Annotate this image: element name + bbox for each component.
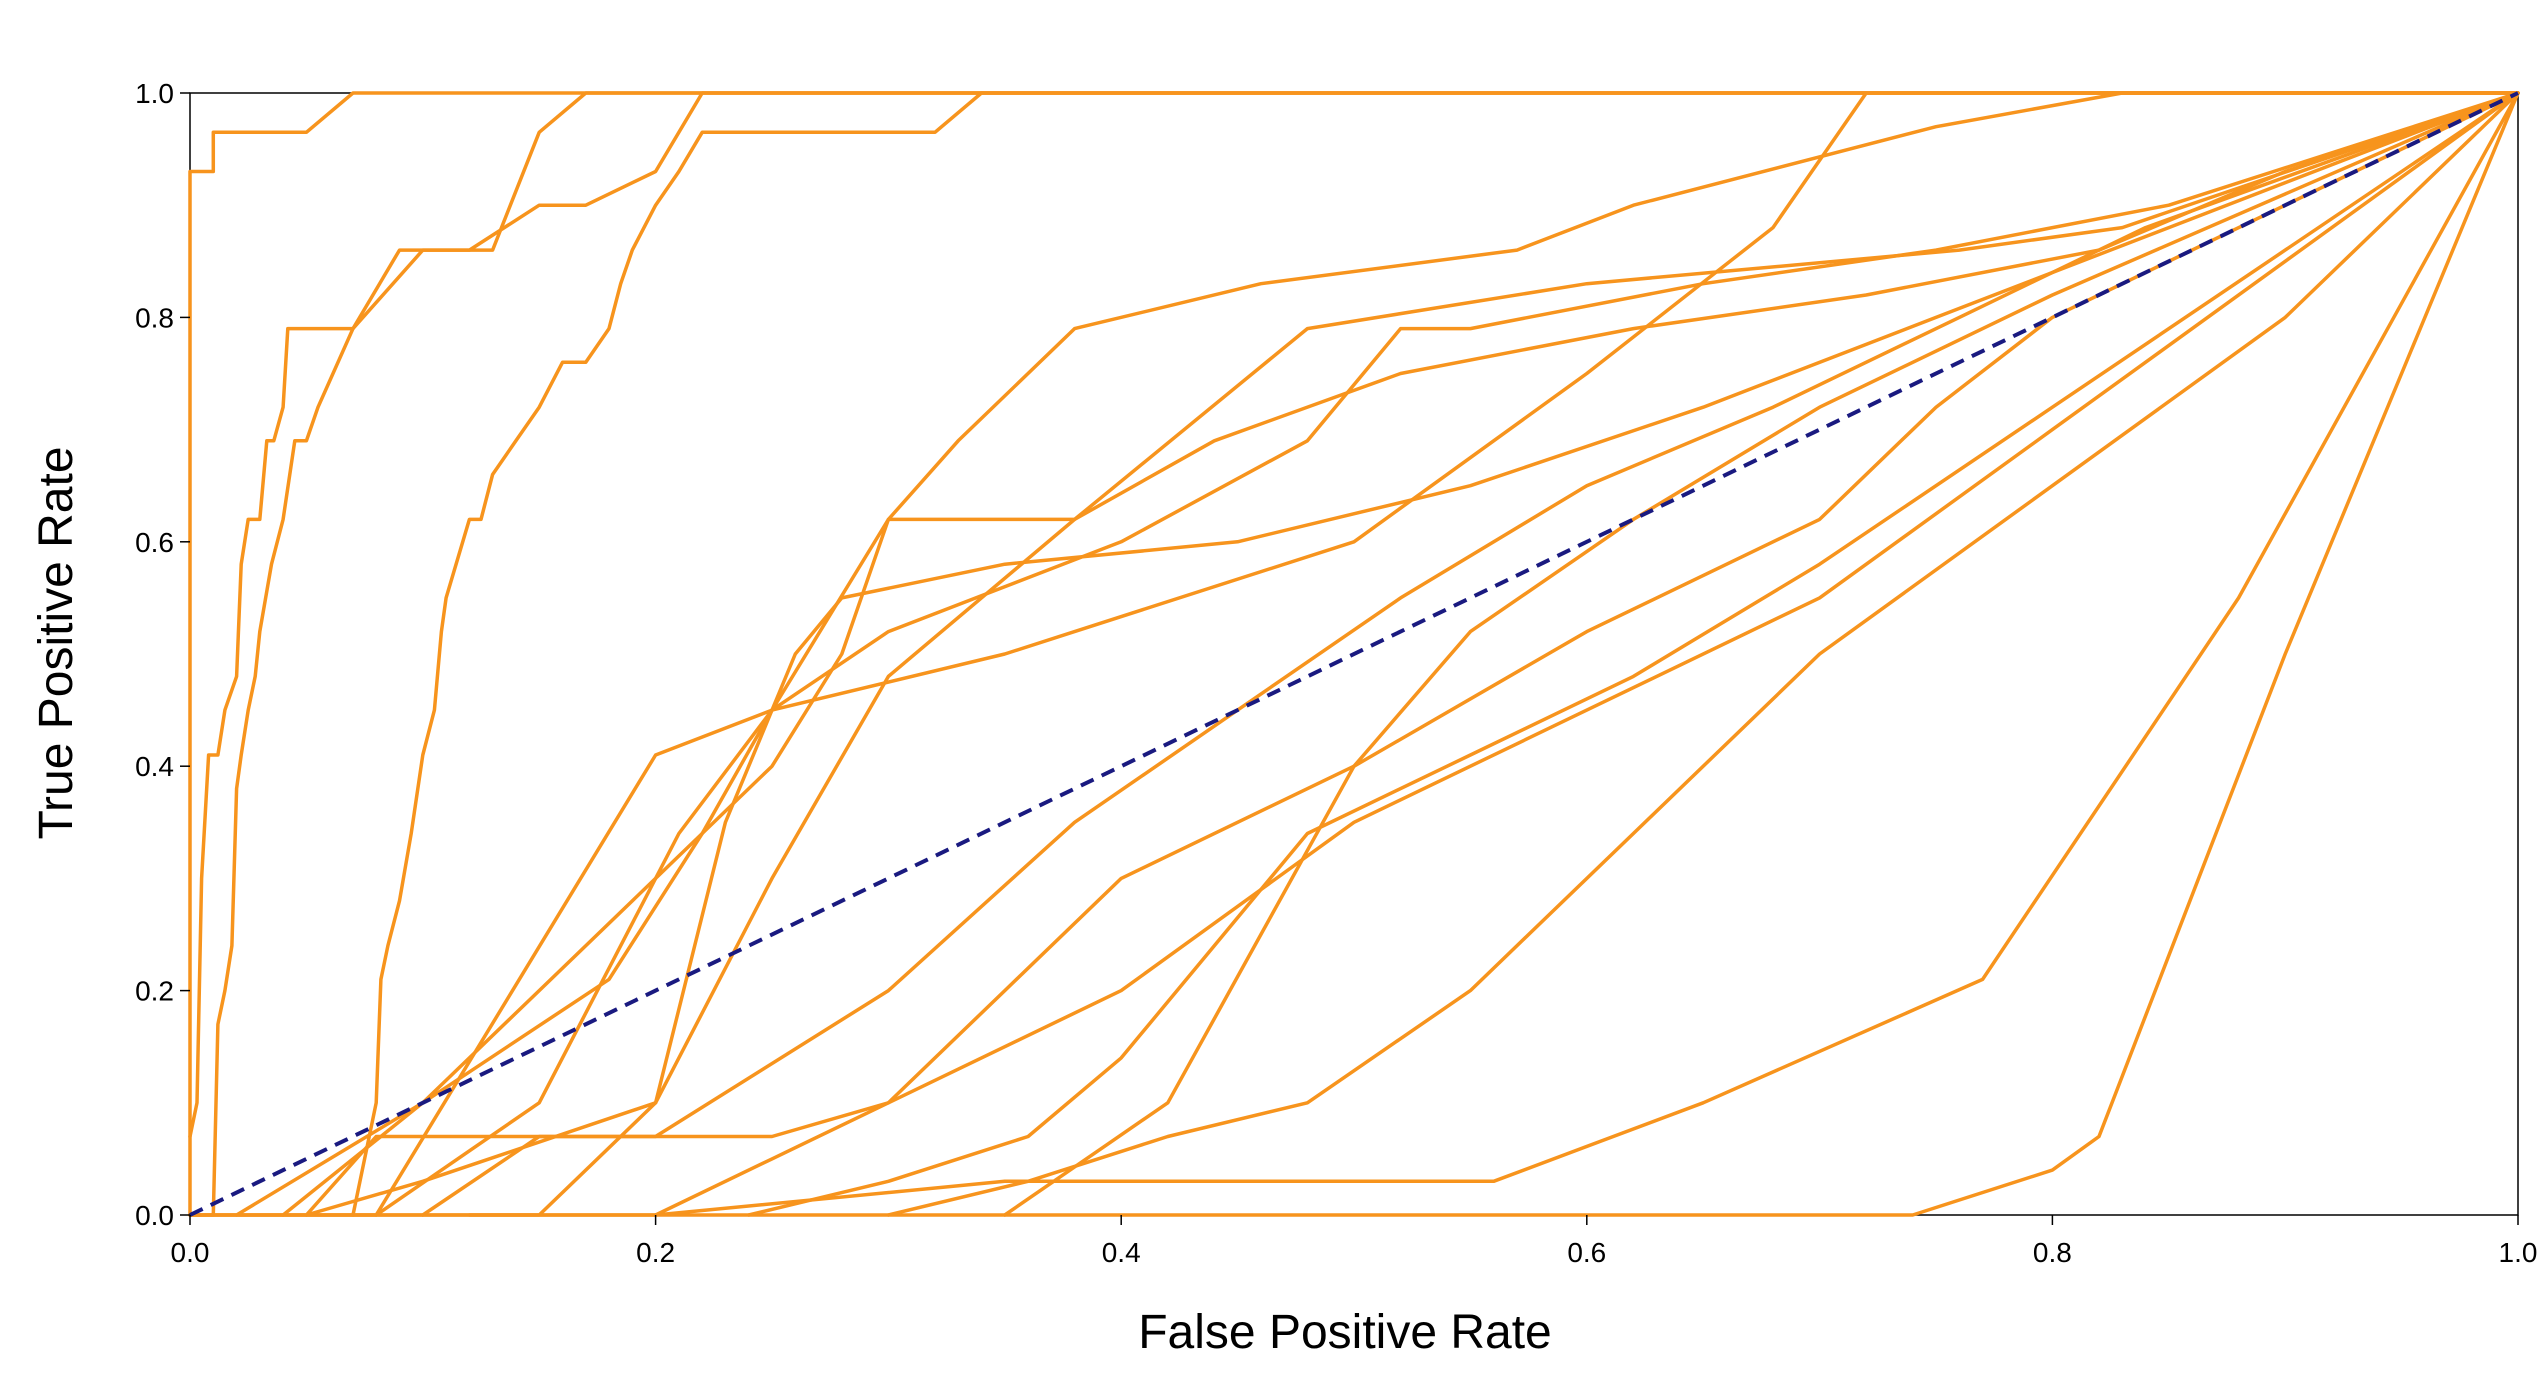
x-tick-label: 0.6	[1567, 1237, 1606, 1268]
roc-curve-10	[421, 91, 2520, 1217]
roc-curve-3	[188, 91, 2520, 1217]
x-tick-label: 0.4	[1102, 1237, 1141, 1268]
roc-curve-16	[188, 91, 2520, 1217]
y-tick-label: 0.6	[135, 527, 174, 558]
y-tick-label: 0.2	[135, 976, 174, 1007]
ticks-layer: 0.0 0.2 0.4 0.6 0.8 1.0 0.0 0.2 0.4 0.6 0.8 1.0	[135, 78, 2537, 1268]
roc-curve-18	[1003, 91, 2520, 1217]
roc-curve-1	[188, 91, 2520, 1217]
roc-curve-8	[234, 91, 2520, 1217]
roc-curve-6	[281, 91, 2520, 1217]
y-tick-label: 0.8	[135, 302, 174, 333]
y-tick-label: 0.4	[135, 751, 174, 782]
roc-curve-4	[351, 91, 2520, 1217]
roc-curve-11	[467, 91, 2520, 1217]
roc-curve-7	[304, 91, 2520, 1217]
roc-curve-13	[653, 91, 2520, 1217]
roc-curve-17	[188, 91, 2520, 1217]
roc-curve-14	[746, 91, 2520, 1217]
chance-diagonal-line	[189, 91, 2519, 1217]
y-tick-label: 0.0	[135, 1200, 174, 1231]
x-tick-label: 0.0	[171, 1237, 210, 1268]
roc-curve-2	[188, 91, 2520, 1139]
series-layer	[188, 91, 2520, 1217]
x-axis-title: False Positive Rate	[1138, 1306, 1552, 1359]
x-tick-label: 0.8	[2033, 1237, 2072, 1268]
x-tick-label: 0.2	[636, 1237, 675, 1268]
reference-layer	[189, 91, 2519, 1217]
y-axis-title: True Positive Rate	[30, 446, 83, 839]
roc-curve-12	[304, 91, 2520, 1217]
y-tick-label: 1.0	[135, 78, 174, 109]
x-tick-label: 1.0	[2499, 1237, 2538, 1268]
roc-curve-15	[886, 91, 2520, 1217]
roc-curve-9	[374, 91, 2520, 1217]
